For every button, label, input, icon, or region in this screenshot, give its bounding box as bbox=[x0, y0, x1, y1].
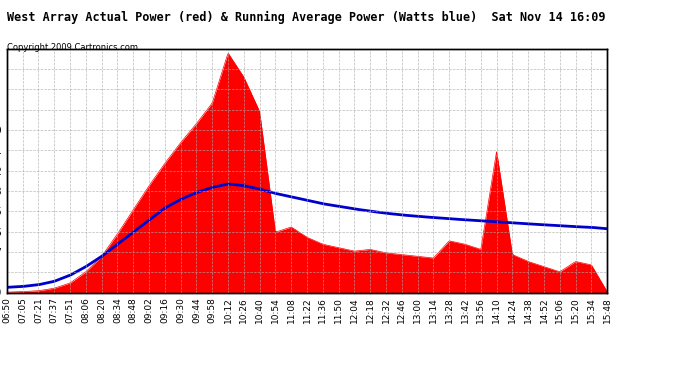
Text: Copyright 2009 Cartronics.com: Copyright 2009 Cartronics.com bbox=[7, 43, 138, 52]
Text: West Array Actual Power (red) & Running Average Power (Watts blue)  Sat Nov 14 1: West Array Actual Power (red) & Running … bbox=[7, 11, 605, 24]
